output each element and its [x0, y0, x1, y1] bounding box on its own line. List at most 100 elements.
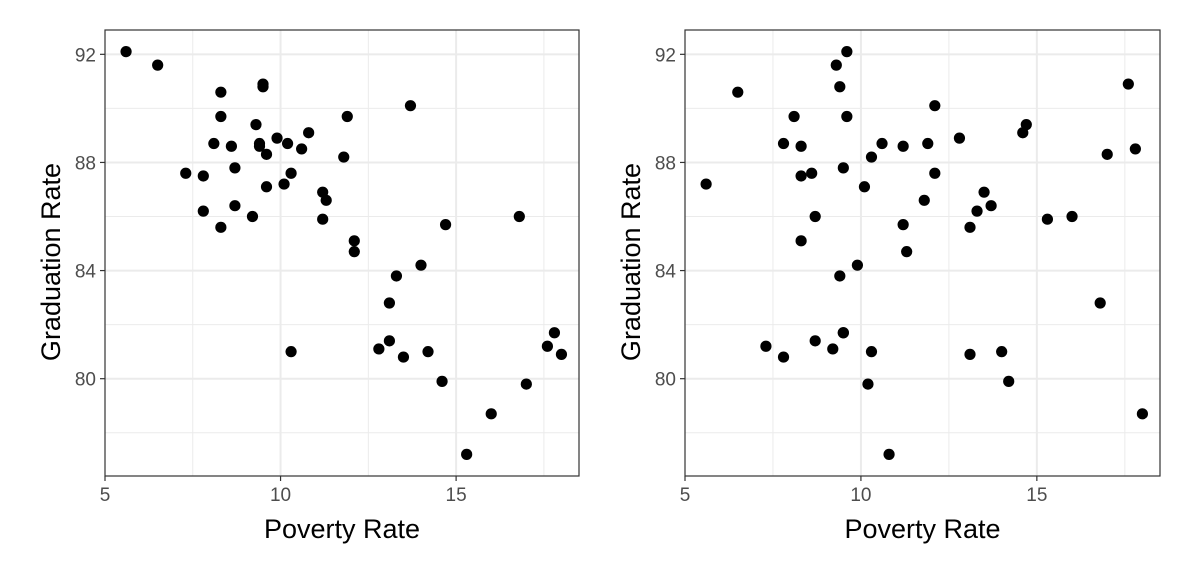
- chart-2-point: [918, 194, 930, 206]
- chart-1-x-tick-label: 15: [446, 485, 467, 506]
- chart-2-point: [929, 167, 941, 179]
- chart-1-point: [197, 170, 209, 182]
- chart-1-point: [208, 137, 220, 150]
- chart-1-point: [404, 100, 417, 112]
- chart-2-point: [996, 346, 1008, 358]
- chart-1-point: [215, 221, 227, 233]
- chart-1-x-tick-label: 5: [100, 485, 111, 506]
- chart-2-point: [1003, 375, 1015, 387]
- chart-2-point: [985, 200, 997, 212]
- chart-1-point: [436, 375, 448, 387]
- chart-1-panel-background: [105, 30, 579, 476]
- chart-1-point: [229, 200, 241, 212]
- chart-2-point: [1020, 119, 1032, 131]
- chart-1-x-axis-title: Poverty Rate: [264, 514, 420, 544]
- chart-1-point: [373, 343, 385, 355]
- chart-2-point: [1122, 78, 1134, 90]
- chart-1-point: [260, 148, 273, 160]
- chart-2-point: [1066, 210, 1078, 223]
- chart-1-point: [278, 178, 290, 190]
- chart-2-point: [897, 219, 909, 231]
- chart-2-y-tick-label: 92: [655, 45, 676, 66]
- chart-1-y-tick-label: 92: [75, 45, 96, 66]
- chart-2-point: [837, 327, 849, 339]
- chart-1-point: [439, 219, 452, 231]
- chart-2-point: [806, 167, 818, 179]
- chart-2-point: [795, 170, 807, 182]
- chart-1-point: [303, 127, 315, 139]
- chart-1-point: [215, 110, 227, 123]
- chart-2-y-tick-label: 84: [655, 262, 677, 283]
- chart-2-point: [732, 86, 744, 98]
- chart-1-point: [397, 351, 410, 363]
- chart-1-point: [461, 448, 473, 460]
- chart-2-point: [809, 335, 821, 347]
- chart-1-point: [422, 346, 434, 358]
- chart-1-point: [390, 270, 403, 282]
- chart-1-point: [257, 81, 269, 93]
- chart-2-y-axis-title: Graduation Rate: [616, 163, 646, 361]
- chart-1-y-tick-label: 88: [75, 153, 96, 174]
- chart-1-point: [253, 140, 266, 152]
- chart-1-panel-border: [104, 29, 580, 477]
- chart-2-point: [841, 46, 853, 58]
- chart-2-point: [883, 448, 895, 460]
- chart-2-point: [897, 140, 909, 152]
- chart-2-point: [760, 340, 772, 352]
- chart-1-point: [246, 210, 259, 223]
- chart-2-point: [971, 205, 983, 217]
- chart-2-point: [830, 59, 842, 71]
- chart-2-point: [834, 270, 846, 282]
- chart-2-point: [777, 137, 790, 150]
- chart-1-point: [197, 205, 209, 217]
- chart-2-point: [795, 235, 807, 247]
- chart-1-point: [260, 181, 273, 193]
- chart-1-point: [120, 46, 132, 58]
- chart-2-point: [964, 221, 976, 233]
- chart-1-point: [548, 327, 561, 339]
- chart-2-x-axis-title: Poverty Rate: [844, 514, 1000, 544]
- chart-2-panel-border: [684, 29, 1161, 477]
- chart-1-point: [541, 340, 554, 352]
- chart-1-y-tick-label: 80: [75, 370, 96, 391]
- chart-1-point: [341, 110, 353, 123]
- chart-2-point: [922, 137, 934, 150]
- chart-2-point: [978, 186, 990, 198]
- chart-1-point: [520, 378, 532, 390]
- chart-2-point: [1129, 143, 1141, 155]
- chart-1-point: [285, 346, 297, 358]
- chart-1-point: [555, 348, 568, 360]
- chart-1-point: [215, 86, 227, 98]
- chart-1-y-tick-label: 84: [75, 262, 97, 283]
- chart-2-x-tick-label: 15: [1026, 485, 1047, 506]
- chart-2-point: [953, 132, 966, 144]
- chart-2-point: [834, 81, 846, 93]
- chart-1-point: [383, 297, 395, 309]
- chart-2: 5 10 15 80 84 88 92 Poverty Rate Graduation Rate: [616, 29, 1161, 544]
- chart-1-x-tick-label: 10: [270, 485, 291, 506]
- chart-1-point: [513, 210, 525, 223]
- chart-1-point: [383, 335, 395, 347]
- chart-2-point: [929, 100, 941, 112]
- chart-2-point: [865, 346, 878, 358]
- chart-1-point: [320, 194, 332, 206]
- chart-2-point: [858, 181, 871, 193]
- chart-2-point: [827, 343, 839, 355]
- chart-1-y-axis-title: Graduation Rate: [36, 163, 66, 361]
- chart-1-point: [296, 143, 308, 155]
- chart-1-point: [285, 167, 297, 179]
- chart-2-point: [1041, 213, 1054, 225]
- chart-2-point: [841, 110, 853, 123]
- chart-2-point: [876, 137, 888, 150]
- chart-2-point: [837, 162, 849, 174]
- chart-1-point: [317, 213, 329, 225]
- chart-1-point: [485, 408, 497, 420]
- chart-2-point: [901, 246, 913, 258]
- chart-2-point: [788, 110, 800, 123]
- chart-1-point: [338, 151, 350, 163]
- chart-1-point: [271, 132, 283, 144]
- chart-2-point: [1136, 408, 1149, 420]
- chart-2-point: [777, 351, 790, 363]
- chart-1-point: [229, 162, 241, 174]
